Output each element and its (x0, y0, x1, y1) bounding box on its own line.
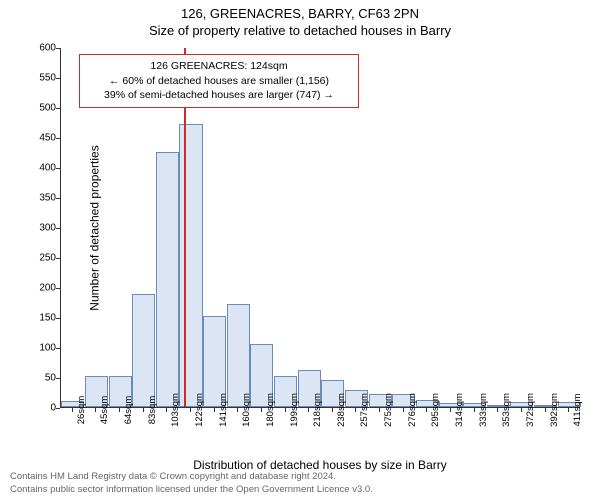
x-tick-mark (426, 408, 427, 412)
bar (156, 152, 179, 407)
x-tick-label: 141sqm (218, 393, 229, 427)
x-tick-label: 372sqm (525, 393, 536, 427)
y-tick-label: 250 (26, 253, 56, 264)
y-tick-label: 200 (26, 283, 56, 294)
x-tick-label: 295sqm (430, 393, 441, 427)
x-tick-mark (403, 408, 404, 412)
x-tick-label: 276sqm (407, 393, 418, 427)
x-tick-label: 199sqm (289, 393, 300, 427)
annotation-box: 126 GREENACRES: 124sqm← 60% of detached … (79, 54, 359, 108)
plot-region: 126 GREENACRES: 124sqm← 60% of detached … (60, 48, 580, 408)
footer-line-1: Contains HM Land Registry data © Crown c… (10, 471, 373, 483)
x-tick-mark (166, 408, 167, 412)
y-axis-label: Number of detached properties (88, 145, 102, 310)
page-title-1: 126, GREENACRES, BARRY, CF63 2PN (0, 0, 600, 21)
annotation-line: 39% of semi-detached houses are larger (… (86, 88, 352, 103)
footer-line-2: Contains public sector information licen… (10, 484, 373, 496)
y-tick-mark (56, 108, 60, 109)
x-tick-mark (379, 408, 380, 412)
x-tick-mark (474, 408, 475, 412)
y-tick-mark (56, 348, 60, 349)
y-tick-mark (56, 378, 60, 379)
x-tick-label: 411sqm (572, 393, 583, 426)
x-tick-mark (450, 408, 451, 412)
y-tick-label: 100 (26, 343, 56, 354)
x-tick-label: 45sqm (99, 396, 110, 425)
y-tick-label: 50 (26, 373, 56, 384)
x-tick-mark (355, 408, 356, 412)
annotation-line: 126 GREENACRES: 124sqm (86, 59, 352, 74)
x-tick-mark (143, 408, 144, 412)
x-tick-mark (190, 408, 191, 412)
y-tick-label: 300 (26, 223, 56, 234)
y-tick-label: 400 (26, 163, 56, 174)
x-tick-mark (285, 408, 286, 412)
x-tick-mark (497, 408, 498, 412)
y-tick-mark (56, 198, 60, 199)
x-tick-mark (568, 408, 569, 412)
y-tick-label: 450 (26, 133, 56, 144)
x-tick-label: 26sqm (76, 396, 87, 425)
annotation-line: ← 60% of detached houses are smaller (1,… (86, 74, 352, 89)
x-tick-label: 64sqm (123, 396, 134, 425)
x-tick-mark (214, 408, 215, 412)
x-tick-mark (261, 408, 262, 412)
y-tick-mark (56, 408, 60, 409)
y-tick-label: 550 (26, 73, 56, 84)
x-tick-label: 218sqm (312, 393, 323, 427)
x-tick-label: 275sqm (383, 393, 394, 427)
y-tick-mark (56, 78, 60, 79)
x-tick-mark (72, 408, 73, 412)
y-tick-mark (56, 258, 60, 259)
x-tick-label: 83sqm (147, 396, 158, 425)
bar (132, 294, 155, 407)
x-tick-label: 353sqm (501, 393, 512, 427)
y-tick-mark (56, 138, 60, 139)
x-tick-label: 160sqm (241, 393, 252, 427)
x-tick-label: 314sqm (454, 393, 465, 427)
bar (179, 124, 202, 407)
y-tick-mark (56, 48, 60, 49)
y-tick-label: 600 (26, 43, 56, 54)
x-tick-mark (308, 408, 309, 412)
x-axis-label: Distribution of detached houses by size … (60, 458, 580, 472)
x-tick-label: 257sqm (359, 393, 370, 427)
y-tick-mark (56, 168, 60, 169)
x-tick-label: 180sqm (265, 393, 276, 427)
y-tick-label: 350 (26, 193, 56, 204)
chart-container: 126, GREENACRES, BARRY, CF63 2PN Size of… (0, 0, 600, 500)
x-tick-mark (237, 408, 238, 412)
x-tick-mark (521, 408, 522, 412)
x-tick-label: 103sqm (170, 393, 181, 427)
x-tick-mark (332, 408, 333, 412)
bar (227, 304, 250, 407)
x-tick-mark (119, 408, 120, 412)
y-tick-label: 150 (26, 313, 56, 324)
x-tick-label: 122sqm (194, 393, 205, 427)
x-tick-mark (95, 408, 96, 412)
x-tick-mark (545, 408, 546, 412)
footer-attribution: Contains HM Land Registry data © Crown c… (10, 471, 373, 496)
y-tick-label: 0 (26, 403, 56, 414)
y-tick-mark (56, 318, 60, 319)
chart-area: 126 GREENACRES: 124sqm← 60% of detached … (60, 48, 580, 408)
y-tick-mark (56, 288, 60, 289)
page-title-2: Size of property relative to detached ho… (0, 21, 600, 38)
y-tick-mark (56, 228, 60, 229)
x-tick-label: 238sqm (336, 393, 347, 427)
y-tick-label: 500 (26, 103, 56, 114)
x-tick-label: 333sqm (478, 393, 489, 427)
x-tick-label: 392sqm (549, 393, 560, 427)
